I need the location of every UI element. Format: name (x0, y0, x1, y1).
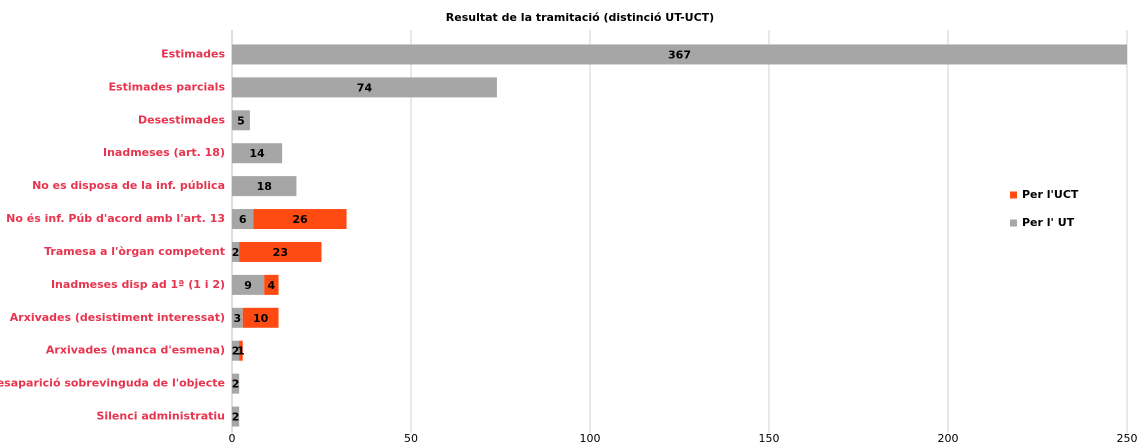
legend-label: Per l' UT (1022, 216, 1075, 229)
bar-segment (264, 274, 279, 295)
value-label: 2 (232, 411, 240, 424)
category-label: Arxivades (desistiment interessat) (10, 311, 225, 324)
bar-segment (232, 176, 297, 197)
category-label: No es disposa de la inf. pública (32, 179, 225, 192)
category-label: Inadmeses disp ad 1ª (1 i 2) (51, 278, 225, 291)
category-label: Silenci administratiu (96, 410, 225, 423)
category-label: Estimades parcials (109, 80, 226, 93)
bars (232, 44, 1127, 427)
value-label: 9 (244, 279, 252, 292)
legend-swatch (1010, 191, 1017, 199)
x-tick-label: 100 (580, 432, 601, 444)
value-label: 14 (249, 147, 265, 160)
chart-title: Resultat de la tramitació (distinció UT-… (446, 11, 714, 24)
category-label: Inadmeses (art. 18) (103, 146, 225, 159)
legend-label: Per l'UCT (1022, 188, 1079, 201)
bar-segment (232, 209, 254, 230)
bar-segment (232, 44, 1127, 65)
value-label: 1 (237, 345, 245, 358)
x-tick-label: 0 (229, 432, 236, 444)
category-label: Estimades (161, 47, 225, 60)
bar-segment (232, 110, 250, 131)
bar-segment (239, 241, 322, 262)
category-label: Arxivades (manca d'esmena) (46, 344, 225, 357)
x-tick-label: 50 (404, 432, 418, 444)
value-label: 6 (239, 213, 247, 226)
bar-segment (232, 241, 240, 262)
value-label: 18 (257, 180, 272, 193)
category-label: Desaparició sobrevinguda de l'objecte (0, 377, 225, 390)
category-label: Tramesa a l'òrgan competent (44, 245, 225, 258)
bar-segment (232, 307, 243, 328)
category-label: No és inf. Púb d'acord amb l'art. 13 (6, 212, 225, 225)
value-label: 2 (232, 345, 240, 358)
value-label: 26 (292, 213, 308, 226)
value-label: 5 (237, 114, 245, 127)
value-label: 2 (232, 246, 240, 259)
category-label: Desestimades (138, 113, 225, 126)
bar-segment (232, 143, 283, 164)
bar-segment (232, 406, 240, 427)
value-label: 10 (253, 312, 269, 325)
bar-segment (232, 340, 240, 361)
x-tick-label: 200 (938, 432, 959, 444)
bar-segment (232, 274, 265, 295)
value-label: 3 (234, 312, 242, 325)
bar-segment (232, 77, 497, 98)
bar-segment (242, 307, 279, 328)
legend-swatch (1010, 219, 1017, 227)
x-tick-label: 150 (759, 432, 780, 444)
value-label: 2 (232, 378, 240, 391)
x-tick-label: 250 (1117, 432, 1138, 444)
bar-segment (253, 209, 347, 230)
value-label: 74 (357, 81, 373, 94)
value-label: 367 (668, 48, 691, 61)
bar-segment (239, 340, 243, 361)
bar-segment (232, 373, 240, 394)
value-label: 4 (268, 279, 276, 292)
value-label: 23 (273, 246, 288, 259)
